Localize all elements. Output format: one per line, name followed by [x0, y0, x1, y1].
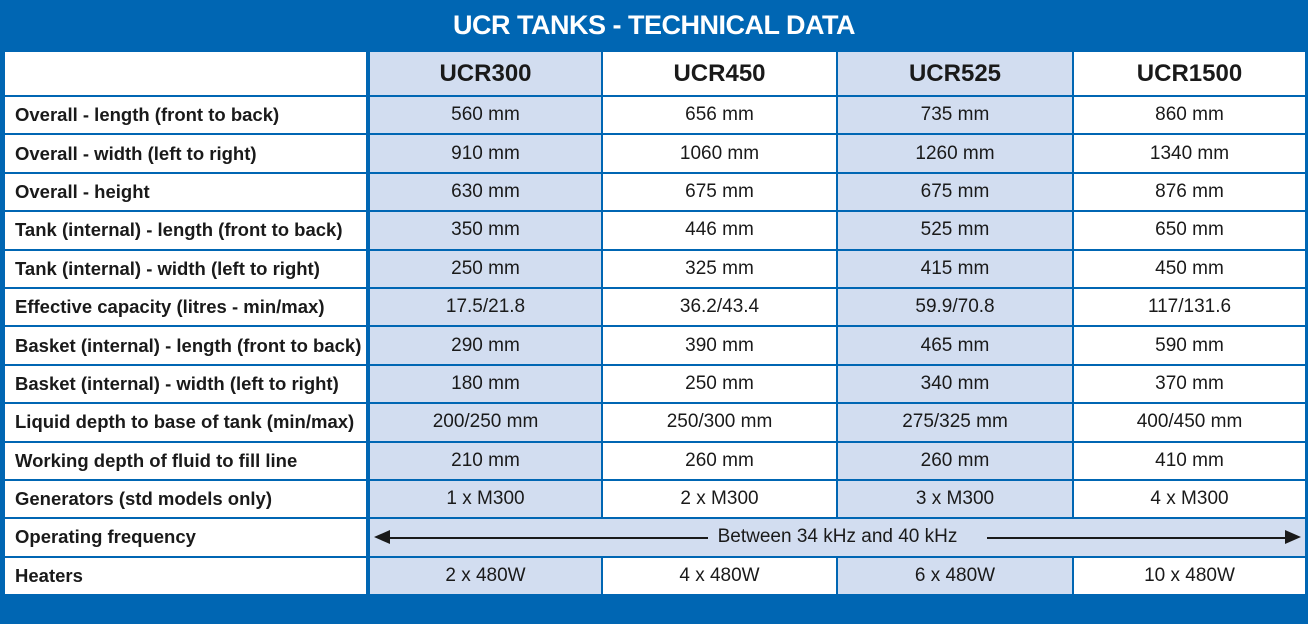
value-cell: 210 mm	[367, 440, 603, 481]
value-cell: 590 mm	[1072, 325, 1307, 366]
value-cell: 260 mm	[836, 440, 1074, 481]
column-header: UCR525	[836, 50, 1074, 97]
value-cell: 1 x M300	[367, 478, 603, 520]
value-cell: 200/250 mm	[367, 402, 603, 443]
table-row: Tank (internal) - width (left to right) 2…	[3, 248, 1307, 289]
value-cell: 410 mm	[1072, 440, 1307, 481]
value-cell: 180 mm	[367, 363, 603, 405]
value-cell: 370 mm	[1072, 363, 1307, 405]
value-cell: 446 mm	[601, 210, 838, 251]
arrow-line-right	[987, 537, 1287, 539]
row-label: Overall - length (front to back)	[3, 94, 370, 136]
column-header: UCR450	[601, 50, 838, 97]
value-cell: 17.5/21.8	[367, 286, 603, 328]
value-cell: 400/450 mm	[1072, 402, 1307, 443]
value-cell: 6 x 480W	[836, 555, 1074, 597]
column-header: UCR1500	[1072, 50, 1307, 97]
arrow-line-left	[388, 537, 708, 539]
value-cell: 1260 mm	[836, 133, 1074, 174]
value-cell: 1340 mm	[1072, 133, 1307, 174]
arrow-right-icon	[1285, 530, 1301, 545]
table-title: UCR TANKS - TECHNICAL DATA	[453, 10, 855, 40]
value-cell: 525 mm	[836, 210, 1074, 251]
table-row: Basket (internal) - width (left to right…	[3, 363, 1307, 405]
value-cell: 876 mm	[1072, 171, 1307, 213]
value-cell: 250/300 mm	[601, 402, 838, 443]
table-row: Liquid depth to base of tank (min/max) 20…	[3, 402, 1307, 443]
value-cell: 340 mm	[836, 363, 1074, 405]
table-row: Tank (internal) - length (front to back)…	[3, 210, 1307, 251]
row-label: Liquid depth to base of tank (min/max)	[3, 402, 370, 443]
value-cell: 4 x M300	[1072, 478, 1307, 520]
value-cell: 450 mm	[1072, 248, 1307, 289]
value-cell: 350 mm	[367, 210, 603, 251]
row-label: Effective capacity (litres - min/max)	[3, 286, 370, 328]
row-label: Heaters	[3, 555, 370, 597]
value-cell: 4 x 480W	[601, 555, 838, 597]
frequency-value: Between 34 kHz and 40 kHz	[707, 526, 968, 548]
value-cell: 3 x M300	[836, 478, 1074, 520]
row-label: Operating frequency	[3, 517, 370, 558]
value-cell: 36.2/43.4	[601, 286, 838, 328]
table-row: Overall - width (left to right) 910 mm 106…	[3, 133, 1307, 174]
value-cell: 560 mm	[367, 94, 603, 136]
row-label: Basket (internal) - length (front to bac…	[3, 325, 370, 366]
row-label: Overall - height	[3, 171, 370, 213]
table-row: Overall - height 630 mm 675 mm 675 mm 876 mm	[3, 171, 1307, 213]
value-cell: 290 mm	[367, 325, 603, 366]
row-label: Tank (internal) - width (left to right)	[3, 248, 370, 289]
arrow-left-icon	[374, 530, 390, 545]
value-cell: 735 mm	[836, 94, 1074, 136]
value-cell: 650 mm	[1072, 210, 1307, 251]
value-cell: 2 x 480W	[367, 555, 603, 597]
technical-data-table: UCR300 UCR450 UCR525 UCR1500 Overall - l…	[3, 50, 1307, 597]
table-row: Overall - length (front to back) 560 mm 65…	[3, 94, 1307, 136]
value-cell: 260 mm	[601, 440, 838, 481]
table-row: Basket (internal) - length (front to bac…	[3, 325, 1307, 366]
header-row: UCR300 UCR450 UCR525 UCR1500	[3, 50, 1307, 97]
row-label: Overall - width (left to right)	[3, 133, 370, 174]
value-cell: 325 mm	[601, 248, 838, 289]
value-cell: 675 mm	[836, 171, 1074, 213]
table-row: Working depth of fluid to fill line 210 m…	[3, 440, 1307, 481]
value-cell: 59.9/70.8	[836, 286, 1074, 328]
value-cell: 1060 mm	[601, 133, 838, 174]
value-cell: 630 mm	[367, 171, 603, 213]
row-label: Working depth of fluid to fill line	[3, 440, 370, 481]
row-label: Tank (internal) - length (front to back)	[3, 210, 370, 251]
row-label: Basket (internal) - width (left to right…	[3, 363, 370, 405]
frequency-row: Operating frequency Between 34 kHz and 40…	[3, 517, 1307, 558]
value-cell: 275/325 mm	[836, 402, 1074, 443]
value-cell: 415 mm	[836, 248, 1074, 289]
value-cell: 390 mm	[601, 325, 838, 366]
table-row: Generators (std models only) 1 x M300 2 x …	[3, 478, 1307, 520]
frequency-range-cell: Between 34 kHz and 40 kHz	[367, 517, 1307, 558]
value-cell: 10 x 480W	[1072, 555, 1307, 597]
header-empty	[3, 50, 370, 97]
value-cell: 465 mm	[836, 325, 1074, 366]
value-cell: 2 x M300	[601, 478, 838, 520]
value-cell: 250 mm	[367, 248, 603, 289]
column-header: UCR300	[367, 50, 603, 97]
value-cell: 675 mm	[601, 171, 838, 213]
value-cell: 117/131.6	[1072, 286, 1307, 328]
table-row: Effective capacity (litres - min/max) 17.…	[3, 286, 1307, 328]
value-cell: 910 mm	[367, 133, 603, 174]
value-cell: 656 mm	[601, 94, 838, 136]
value-cell: 860 mm	[1072, 94, 1307, 136]
heaters-row: Heaters 2 x 480W 4 x 480W 6 x 480W 10 x 480W	[3, 555, 1307, 597]
value-cell: 250 mm	[601, 363, 838, 405]
row-label: Generators (std models only)	[3, 478, 370, 520]
